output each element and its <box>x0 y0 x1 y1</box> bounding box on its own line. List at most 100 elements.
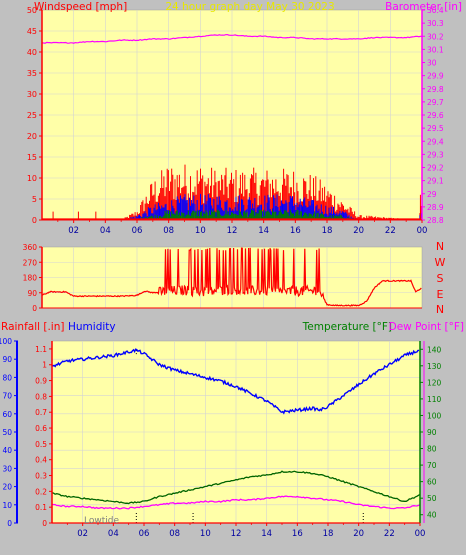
temperature-x-tick-label: 08 <box>169 529 180 539</box>
rain-y-tick-label: 0.4 <box>35 456 47 465</box>
baro-y-tick-label: 29.9 <box>427 72 444 81</box>
temperature-x-tick-label: 06 <box>139 529 150 539</box>
temp-y-tick-label: 100 <box>427 411 442 420</box>
rain-y-tick-label: 0.2 <box>35 487 47 496</box>
humidity-y-tick-label: 70 <box>2 392 12 401</box>
wind-chart: 0 5 10 15 20 25 30 35 40 45 50 28.8 28.9 29 29.1 29.2 29… <box>27 1 462 236</box>
rain-y-tick-label: 1.1 <box>35 345 47 354</box>
temperature-x-tick-label: 14 <box>261 529 272 539</box>
compass-label-s: S <box>437 272 444 285</box>
dewpoint-label: Dew Point [°F] <box>389 321 464 333</box>
humidity-y-tick-label: 60 <box>2 410 12 419</box>
temperature-axes: 010203040506070809010000.10.20.30.40.50.… <box>0 337 442 539</box>
humidity-y-tick-label: 80 <box>2 373 12 382</box>
temperature-x-tick-label: 18 <box>323 529 334 539</box>
temperature-chart: 010203040506070809010000.10.20.30.40.50.… <box>0 321 464 539</box>
wind-x-tick-label: 04 <box>100 226 111 236</box>
rain-y-tick-label: 0.6 <box>35 424 47 433</box>
baro-y-tick-label: 29.2 <box>427 164 444 173</box>
compass-label-e: E <box>437 288 444 301</box>
wind-y-tick-label: 35 <box>27 69 37 78</box>
humidity-y-tick-label: 10 <box>2 501 12 510</box>
rain-y-tick-label: 0.5 <box>35 440 47 449</box>
rain-y-tick-label: 0.9 <box>35 377 47 386</box>
compass-label-n-top: N <box>436 240 444 253</box>
temperature-x-tick-label: 20 <box>353 529 364 539</box>
baro-y-tick-label: 29.7 <box>427 98 444 107</box>
direction-y-tick-label: 270 <box>23 258 38 267</box>
wind-y-tick-label: 45 <box>27 27 37 36</box>
rain-y-tick-label: 0.3 <box>35 472 47 481</box>
temperature-x-tick-label: 22 <box>384 529 395 539</box>
direction-y-tick-label: 360 <box>23 243 38 252</box>
temp-y-tick-label: 90 <box>427 428 437 437</box>
baro-y-tick-label: 30.4 <box>427 6 444 15</box>
barometer-series <box>41 33 423 44</box>
temperature-label: Temperature [°F] <box>302 321 392 333</box>
compass-label-w: W <box>435 256 446 269</box>
humidity-series <box>51 348 420 415</box>
temp-y-tick-label: 40 <box>427 511 437 520</box>
wind-y-tick-label: 15 <box>27 153 37 162</box>
humidity-y-tick-label: 50 <box>2 428 12 437</box>
direction-axes: 0 90 180 270 360 <box>23 243 422 313</box>
baro-y-tick-label: 30 <box>427 59 437 68</box>
humidity-y-tick-label: 90 <box>2 355 12 364</box>
baro-y-tick-label: 28.9 <box>427 203 444 212</box>
baro-y-tick-label: 30.1 <box>427 45 444 54</box>
baro-y-tick-label: 29 <box>427 190 437 199</box>
rainfall-label: Rainfall [.in] <box>1 321 64 333</box>
wind-x-tick-label: 18 <box>322 226 333 236</box>
wind-right-label: Barometer [in] <box>385 1 462 13</box>
wind-x-tick-label: 06 <box>132 226 143 236</box>
temperature-grid <box>52 341 420 523</box>
humidity-y-tick-label: 40 <box>2 446 12 455</box>
wind-x-tick-label: 10 <box>195 226 206 236</box>
baro-y-tick-label: 29.8 <box>427 85 444 94</box>
wind-y-tick-label: 5 <box>32 195 37 204</box>
compass-label-n-bottom: N <box>436 303 444 316</box>
wind-y-tick-label: 20 <box>27 132 37 141</box>
direction-y-tick-label: 0 <box>32 304 37 313</box>
wind-y-tick-label: 50 <box>27 6 37 15</box>
temp-y-tick-label: 60 <box>427 478 437 487</box>
wind-x-tick-label: 08 <box>163 226 174 236</box>
direction-y-tick-label: 180 <box>23 274 38 283</box>
wind-y-tick-label: 0 <box>32 216 37 225</box>
wind-axes: 0 5 10 15 20 25 30 35 40 45 50 28.8 28.9 29 29.1 29.2 29… <box>27 6 444 236</box>
direction-y-tick-label: 90 <box>27 289 37 298</box>
wind-x-tick-label: 22 <box>385 226 396 236</box>
baro-y-tick-label: 29.5 <box>427 124 444 133</box>
rain-y-tick-label: 0.7 <box>35 408 47 417</box>
wind-y-tick-label: 30 <box>27 90 37 99</box>
wind-x-tick-label: 20 <box>353 226 364 236</box>
wind-title: 24 hour graph day May 30 2023 <box>165 1 334 13</box>
temp-y-tick-label: 130 <box>427 362 442 371</box>
humidity-label: Humidity <box>68 321 116 333</box>
wind-x-tick-label: 12 <box>227 226 238 236</box>
wind-direction-series <box>41 247 422 307</box>
temp-y-tick-label: 120 <box>427 378 442 387</box>
temp-y-tick-label: 110 <box>427 395 442 404</box>
temperature-x-tick-label: 10 <box>200 529 211 539</box>
rain-y-tick-label: 0.8 <box>35 392 47 401</box>
humidity-y-tick-label: 100 <box>0 337 12 346</box>
rain-y-tick-label: 1 <box>42 361 47 370</box>
baro-y-tick-label: 29.3 <box>427 150 444 159</box>
wind-x-tick-label: 00 <box>417 226 428 236</box>
baro-y-tick-label: 29.4 <box>427 137 444 146</box>
baro-y-tick-label: 29.6 <box>427 111 444 120</box>
temp-y-tick-label: 50 <box>427 494 437 503</box>
temperature-x-tick-label: 00 <box>415 529 426 539</box>
baro-y-tick-label: 30.3 <box>427 19 444 28</box>
wind-x-tick-label: 16 <box>290 226 301 236</box>
rain-y-tick-label: 0 <box>42 519 47 528</box>
wind-y-tick-label: 40 <box>27 48 37 57</box>
temperature-x-tick-label: 02 <box>77 529 88 539</box>
direction-chart: 0 90 180 270 360 N W S E N <box>23 240 446 316</box>
rain-y-tick-label: 0.1 <box>35 503 47 512</box>
temperature-x-tick-label: 16 <box>292 529 303 539</box>
humidity-y-tick-label: 20 <box>2 483 12 492</box>
wind-x-tick-label: 14 <box>258 226 269 236</box>
